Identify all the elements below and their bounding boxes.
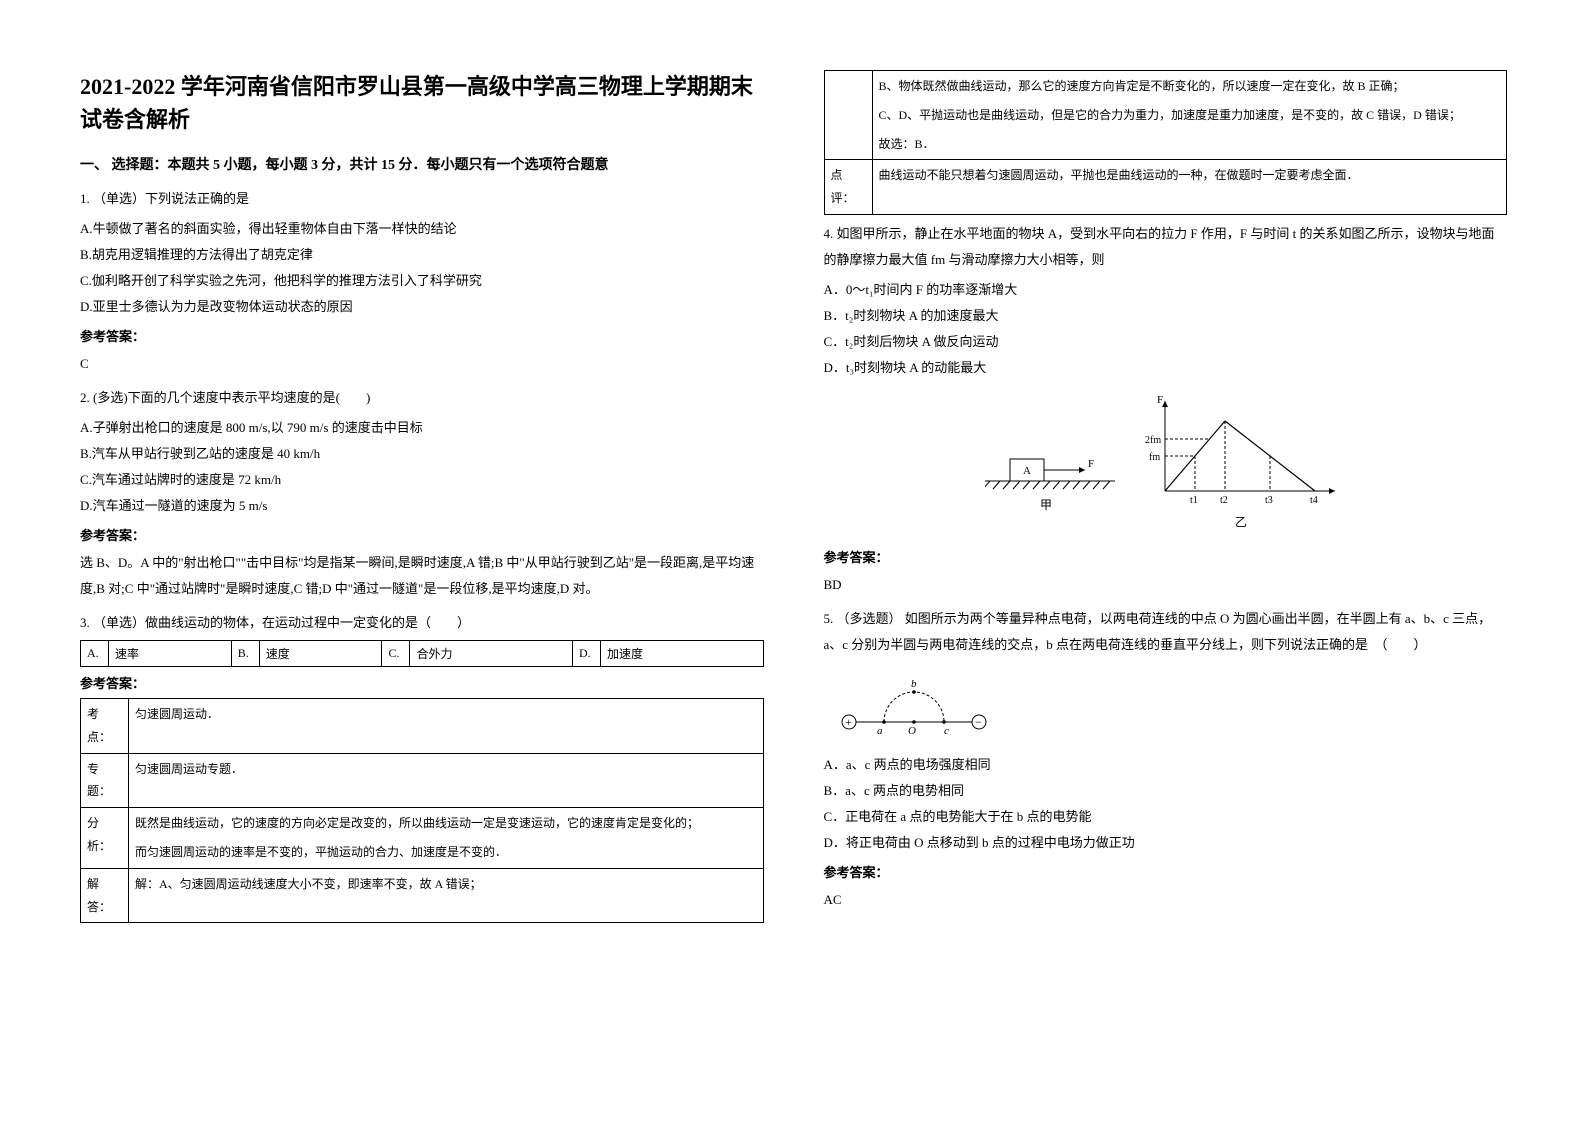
table-row: 解答： 解：A、匀速圆周运动线速度大小不变，即速率不变，故 A 错误；: [81, 868, 764, 923]
axis-F: F: [1157, 394, 1163, 406]
q2-option-a: A.子弹射出枪口的速度是 800 m/s,以 790 m/s 的速度击中目标: [80, 415, 764, 441]
label-jia: 甲: [1040, 498, 1052, 512]
q3-analysis-table: 考点： 匀速圆周运动． 专题： 匀速圆周运动专题． 分析： 既然是曲线运动，它的…: [80, 698, 764, 923]
q3-option-b: 速度: [259, 641, 382, 667]
q4-answer-label: 参考答案：: [824, 547, 1508, 566]
right-column: B、物体既然做曲线运动，那么它的速度方向肯定是不断变化的，所以速度一定在变化，故…: [794, 70, 1538, 1082]
q2-option-b: B.汽车从甲站行驶到乙站的速度是 40 km/h: [80, 441, 764, 467]
q5-option-a: A．a、c 两点的电场强度相同: [824, 752, 1508, 778]
q2-stem: 2. (多选)下面的几个速度中表示平均速度的是( ): [80, 385, 764, 411]
minus-icon: −: [975, 715, 982, 729]
q5-stem: 5. （多选题） 如图所示为两个等量异种点电荷，以两电荷连线的中点 O 为圆心画…: [824, 606, 1508, 658]
label-t2: t2: [1220, 495, 1228, 506]
q4-answer: BD: [824, 572, 1508, 598]
q3-b-label: B.: [231, 641, 259, 667]
q5-option-b: B．a、c 两点的电势相同: [824, 778, 1508, 804]
row3-line2: 而匀速圆周运动的速率是不变的，平抛运动的合力、加速度是不变的．: [135, 841, 757, 864]
q2-option-c: C.汽车通过站牌时的速度是 72 km/h: [80, 467, 764, 493]
q4-diagram-svg: A F 甲 F: [985, 391, 1345, 531]
row4b: B、物体既然做曲线运动，那么它的速度方向肯定是不断变化的，所以速度一定在变化，故…: [879, 75, 1501, 98]
diagram-jia: A F 甲: [985, 458, 1115, 512]
row-label: 点评：: [824, 160, 872, 215]
exam-title: 2021-2022 学年河南省信阳市罗山县第一高级中学高三物理上学期期末试卷含解…: [80, 70, 764, 136]
q3-stem: 3. （单选）做曲线运动的物体，在运动过程中一定变化的是（ ）: [80, 610, 764, 636]
row-label: [824, 71, 872, 160]
q5-diagram-svg: + − a b c O: [834, 672, 1004, 742]
row-content: 解：A、匀速圆周运动线速度大小不变，即速率不变，故 A 错误；: [129, 868, 764, 923]
table-row: 专题： 匀速圆周运动专题．: [81, 753, 764, 808]
section-heading: 一、 选择题：本题共 5 小题，每小题 3 分，共计 15 分．每小题只有一个选…: [80, 154, 764, 174]
q2-answer: 选 B、D。A 中的"射出枪口""击中目标"均是指某一瞬间,是瞬时速度,A 错;…: [80, 550, 764, 602]
q3-analysis-table-cont: B、物体既然做曲线运动，那么它的速度方向肯定是不断变化的，所以速度一定在变化，故…: [824, 70, 1508, 215]
q3-option-a: 速率: [109, 641, 232, 667]
q4-option-a: A．0～t₁时间内 F 的功率逐渐增大: [824, 277, 1508, 303]
plus-icon: +: [845, 715, 852, 729]
q1-option-a: A.牛顿做了著名的斜面实验，得出轻重物体自由下落一样快的结论: [80, 216, 764, 242]
q3-option-d: 加速度: [600, 641, 763, 667]
q5-option-d: D．将正电荷由 O 点移动到 b 点的过程中电场力做正功: [824, 830, 1508, 856]
table-row: 点评： 曲线运动不能只想着匀速圆周运动，平抛也是曲线运动的一种，在做题时一定要考…: [824, 160, 1507, 215]
row4c: C、D、平抛运动也是曲线运动，但是它的合力为重力，加速度是重力加速度，是不变的，…: [879, 104, 1501, 127]
label-b: b: [911, 678, 917, 690]
label-A: A: [1023, 465, 1031, 477]
q5-answer: AC: [824, 887, 1508, 913]
label-fm: fm: [1149, 452, 1160, 463]
label-F: F: [1088, 458, 1094, 470]
label-c: c: [944, 725, 949, 737]
row-content: 匀速圆周运动．: [129, 699, 764, 754]
row-label: 考点：: [81, 699, 129, 754]
q3-option-c: 合外力: [410, 641, 573, 667]
row-content: 既然是曲线运动，它的速度的方向必定是改变的，所以曲线运动一定是变速运动，它的速度…: [129, 808, 764, 869]
label-2fm: 2fm: [1145, 435, 1161, 446]
label-t4: t4: [1310, 495, 1318, 506]
row-label: 分析：: [81, 808, 129, 869]
table-row: 考点： 匀速圆周运动．: [81, 699, 764, 754]
label-t1: t1: [1190, 495, 1198, 506]
q2-answer-label: 参考答案：: [80, 525, 764, 544]
q1-option-d: D.亚里士多德认为力是改变物体运动状态的原因: [80, 294, 764, 320]
q1-answer-label: 参考答案：: [80, 326, 764, 345]
left-column: 2021-2022 学年河南省信阳市罗山县第一高级中学高三物理上学期期末试卷含解…: [50, 70, 794, 1082]
table-row: 分析： 既然是曲线运动，它的速度的方向必定是改变的，所以曲线运动一定是变速运动，…: [81, 808, 764, 869]
q5-option-c: C．正电荷在 a 点的电势能大于在 b 点的电势能: [824, 804, 1508, 830]
q4-option-d: D．t₃时刻物块 A 的动能最大: [824, 355, 1508, 381]
label-t3: t3: [1265, 495, 1273, 506]
q3-c-label: C.: [382, 641, 410, 667]
q5-answer-label: 参考答案：: [824, 862, 1508, 881]
table-row: B、物体既然做曲线运动，那么它的速度方向肯定是不断变化的，所以速度一定在变化，故…: [824, 71, 1507, 160]
row-content: 匀速圆周运动专题．: [129, 753, 764, 808]
table-row: A. 速率 B. 速度 C. 合外力 D. 加速度: [81, 641, 764, 667]
row-content: 曲线运动不能只想着匀速圆周运动，平抛也是曲线运动的一种，在做题时一定要考虑全面．: [872, 160, 1507, 215]
q4-option-c: C．t₂时刻后物块 A 做反向运动: [824, 329, 1508, 355]
label-yi: 乙: [1235, 515, 1247, 529]
q4-diagram: A F 甲 F: [824, 391, 1508, 531]
q1-option-c: C.伽利略开创了科学实验之先河，他把科学的推理方法引入了科学研究: [80, 268, 764, 294]
q2-option-d: D.汽车通过一隧道的速度为 5 m/s: [80, 493, 764, 519]
q3-a-label: A.: [81, 641, 109, 667]
q1-answer: C: [80, 351, 764, 377]
row-label: 解答：: [81, 868, 129, 923]
label-a: a: [877, 725, 883, 737]
q5-diagram: + − a b c O: [824, 672, 1508, 742]
row3-line1: 既然是曲线运动，它的速度的方向必定是改变的，所以曲线运动一定是变速运动，它的速度…: [135, 812, 757, 835]
q3-answer-label: 参考答案：: [80, 673, 764, 692]
q4-stem: 4. 如图甲所示，静止在水平地面的物块 A，受到水平向右的拉力 F 作用，F 与…: [824, 221, 1508, 273]
diagram-yi: F 2fm fm t1 t2 t3 t4 乙: [1145, 394, 1335, 529]
q3-options-table: A. 速率 B. 速度 C. 合外力 D. 加速度: [80, 640, 764, 667]
q3-d-label: D.: [572, 641, 600, 667]
q4-option-b: B．t₂时刻物块 A 的加速度最大: [824, 303, 1508, 329]
row-content: B、物体既然做曲线运动，那么它的速度方向肯定是不断变化的，所以速度一定在变化，故…: [872, 71, 1507, 160]
row-label: 专题：: [81, 753, 129, 808]
row4d: 故选：B．: [879, 133, 1501, 156]
q1-option-b: B.胡克用逻辑推理的方法得出了胡克定律: [80, 242, 764, 268]
q1-stem: 1. （单选）下列说法正确的是: [80, 186, 764, 212]
label-O: O: [908, 725, 916, 737]
